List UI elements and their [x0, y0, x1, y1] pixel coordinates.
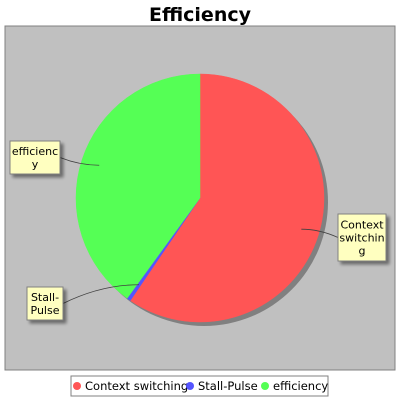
slice-label-text: y — [32, 158, 39, 171]
slice-label-text: switchin — [339, 232, 384, 245]
label-leader-line — [62, 284, 140, 304]
legend-label: efficiency — [273, 379, 328, 393]
slice-label-box — [26, 286, 64, 321]
slice-label-text: efficienc — [12, 145, 58, 158]
pie-slice-efficiency — [75, 73, 201, 299]
legend-marker — [73, 382, 81, 390]
label-leader-line — [301, 228, 339, 238]
legend-marker — [186, 382, 194, 390]
slice-label-box — [9, 140, 61, 175]
legend-box — [70, 375, 329, 397]
slice-label-text: Stall- — [31, 291, 59, 304]
chart-title: Efficiency — [149, 4, 252, 26]
legend-label: Context switching — [85, 379, 188, 393]
legend-marker — [261, 382, 269, 390]
legend-label: Stall-Pulse — [198, 379, 258, 393]
slice-label-text: Context — [340, 219, 384, 232]
pie-slice-context-switching — [129, 73, 325, 323]
slice-label-text: Pulse — [31, 304, 60, 317]
slice-label-text: g — [359, 245, 366, 258]
pie — [75, 73, 328, 326]
legend: Context switching Stall-Pulse efficiency — [70, 375, 329, 397]
label-leader-line — [59, 157, 100, 166]
slice-label-box — [337, 213, 387, 262]
